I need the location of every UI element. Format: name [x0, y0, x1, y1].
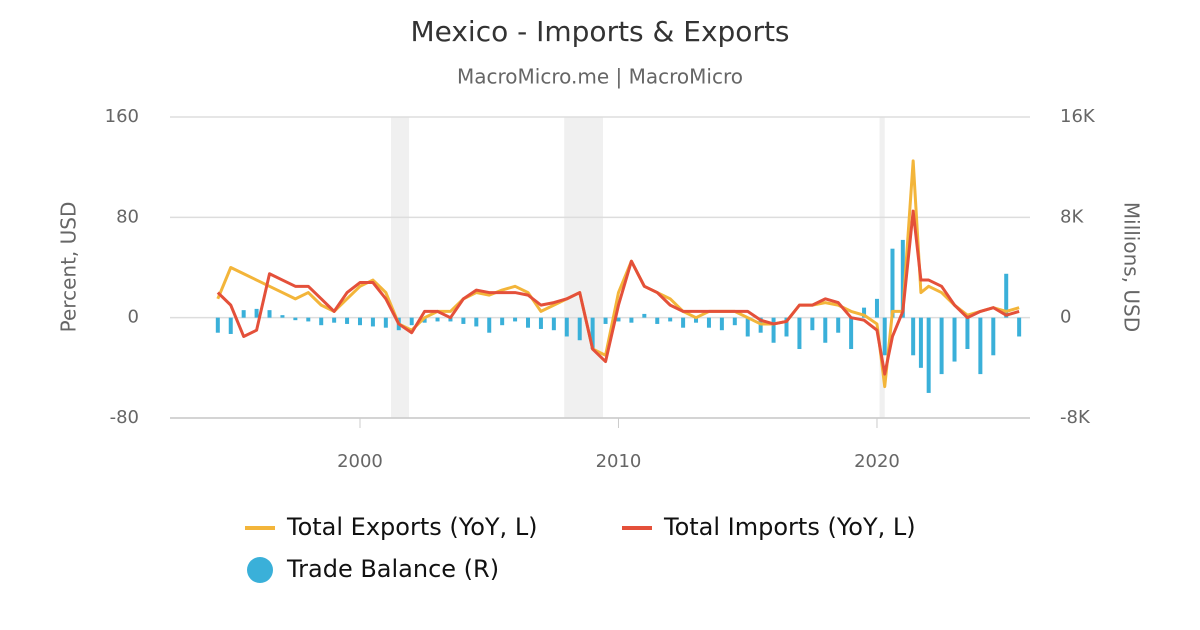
bar	[526, 317, 531, 328]
bar	[500, 317, 505, 326]
x-tick-label: 2010	[596, 451, 642, 472]
bar	[874, 298, 879, 318]
bar	[590, 317, 595, 350]
bar	[474, 317, 479, 327]
y2-tick-label: 8K	[1060, 206, 1084, 227]
bar	[655, 317, 660, 324]
legend-label: Total Exports (YoY, L)	[286, 513, 538, 541]
bar	[732, 317, 737, 326]
shaded-period	[879, 117, 885, 418]
bar	[564, 317, 569, 337]
bar	[345, 317, 350, 324]
bar	[991, 317, 996, 356]
bar	[882, 317, 887, 356]
bar	[370, 317, 375, 327]
bar	[706, 317, 711, 328]
y-tick-label: 80	[116, 206, 139, 227]
bar	[668, 317, 673, 322]
legend-label: Trade Balance (R)	[286, 555, 499, 583]
x-tick-label: 2000	[337, 451, 383, 472]
bar	[849, 317, 854, 350]
bar	[890, 248, 895, 318]
y-tick-label: 0	[128, 307, 139, 328]
bar	[280, 315, 285, 318]
bar	[642, 313, 647, 318]
bar	[823, 317, 828, 343]
bar	[862, 307, 867, 318]
bar	[538, 317, 543, 329]
legend-label: Total Imports (YoY, L)	[663, 513, 916, 541]
bar	[241, 310, 246, 318]
bar	[487, 317, 492, 333]
bar	[603, 317, 608, 324]
bar	[383, 317, 388, 328]
bar	[616, 317, 621, 322]
bar	[228, 317, 233, 334]
bar	[1004, 273, 1009, 318]
line	[216, 209, 1020, 376]
bar	[254, 308, 259, 318]
x-tick-label: 2020	[854, 451, 900, 472]
legend-item: Trade Balance (R)	[247, 555, 499, 583]
legend-item: Total Imports (YoY, L)	[622, 513, 916, 541]
y2-tick-label: 0	[1060, 307, 1071, 328]
bar	[293, 317, 298, 321]
bar	[836, 317, 841, 333]
bar	[965, 317, 970, 350]
bar	[306, 317, 311, 322]
line	[216, 159, 1020, 389]
bar	[422, 317, 427, 323]
bar	[435, 317, 440, 322]
bar	[332, 317, 337, 323]
bar	[939, 317, 944, 375]
y2-axis-label: Millions, USD	[1120, 202, 1144, 332]
y-axis-label: Percent, USD	[57, 202, 81, 333]
chart-subtitle: MacroMicro.me | MacroMicro	[457, 65, 743, 89]
bar	[551, 317, 556, 331]
legend-item: Total Exports (YoY, L)	[245, 513, 538, 541]
bar	[926, 317, 931, 393]
chart-title: Mexico - Imports & Exports	[410, 15, 789, 48]
bar	[784, 317, 789, 337]
bar	[771, 317, 776, 343]
bar	[461, 317, 466, 324]
bar	[1017, 317, 1022, 337]
bar	[319, 317, 324, 326]
bar	[719, 317, 724, 331]
bar	[215, 317, 220, 333]
y-tick-label: -80	[110, 407, 139, 428]
y2-tick-label: -8K	[1060, 407, 1091, 428]
bar	[918, 317, 923, 368]
bar	[357, 317, 362, 326]
shaded-period	[564, 117, 603, 418]
bar	[745, 317, 750, 337]
bar	[409, 317, 414, 326]
bar	[978, 317, 983, 375]
bar	[681, 317, 686, 328]
bar	[694, 317, 699, 323]
bar	[797, 317, 802, 350]
bar	[900, 239, 905, 318]
bar	[267, 310, 272, 318]
bar	[513, 317, 518, 322]
shaded-period	[391, 117, 410, 418]
bar	[577, 317, 582, 341]
bar	[911, 317, 916, 356]
bar	[629, 317, 634, 323]
bar	[810, 317, 815, 331]
y-tick-label: 160	[105, 106, 139, 127]
legend-swatch	[247, 557, 273, 583]
y2-tick-label: 16K	[1060, 106, 1096, 127]
bar	[952, 317, 957, 362]
bar	[448, 317, 453, 322]
